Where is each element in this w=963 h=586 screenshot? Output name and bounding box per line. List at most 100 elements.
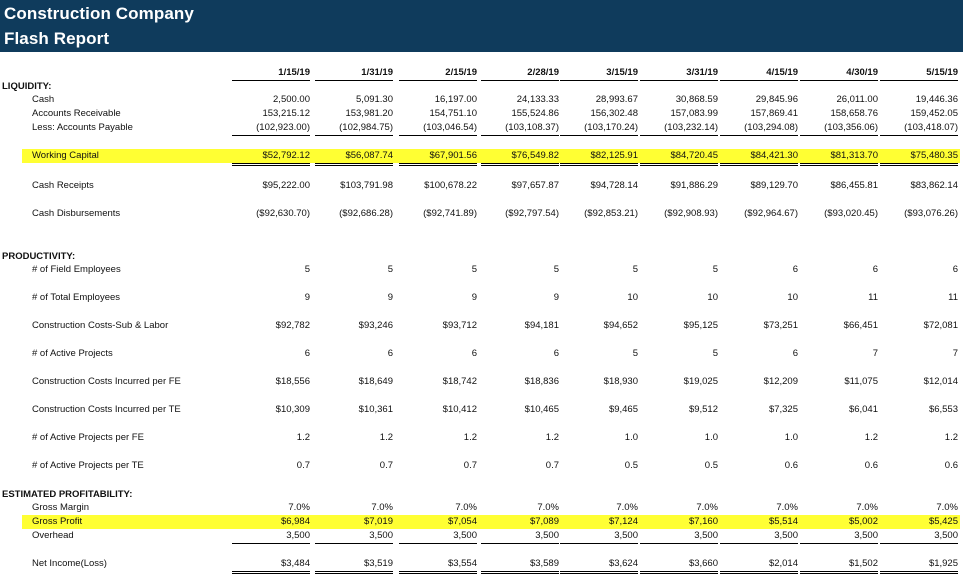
value-cell: 0.7: [379, 460, 393, 471]
value-cell: (103,294.08): [720, 121, 798, 136]
value-cell: $76,549.82: [481, 149, 559, 166]
table-row-wc: Working Capital $52,792.12 $56,087.74 $67,9…: [0, 149, 963, 166]
report-header: Construction Company Flash Report: [0, 0, 963, 52]
row-label: Cash Receipts: [32, 180, 94, 191]
value-cell: 3,500: [800, 529, 878, 544]
value-cell: 7.0%: [696, 502, 718, 513]
row-label: Construction Costs Incurred per FE: [32, 376, 181, 387]
date-header-cell: 2/15/19: [399, 66, 477, 81]
value-cell: 1.2: [379, 432, 393, 443]
value-cell: 6: [952, 264, 958, 275]
table-row-receipts: Cash Receipts $95,222.00 $103,791.98 $100,6…: [0, 179, 963, 193]
value-cell: 154,751.10: [429, 108, 477, 119]
section-heading-liquidity: LIQUIDITY:: [2, 81, 52, 92]
value-cell: 0.6: [864, 460, 878, 471]
value-cell: 9: [387, 292, 393, 303]
value-cell: 5: [387, 264, 393, 275]
value-cell: 5: [632, 348, 638, 359]
value-cell: 1.2: [296, 432, 310, 443]
value-cell: $100,678.22: [424, 180, 477, 191]
date-header-cell: 5/15/19: [880, 66, 958, 81]
value-cell: $3,519: [315, 557, 393, 574]
value-cell: 30,868.59: [675, 94, 718, 105]
value-cell: $7,019: [363, 516, 393, 527]
value-cell: (103,108.37): [481, 121, 559, 136]
value-cell: 1.0: [784, 432, 798, 443]
report-title-line1: Construction Company: [4, 4, 194, 23]
value-cell: 28,993.67: [595, 94, 638, 105]
value-cell: 5: [304, 264, 310, 275]
value-cell: $67,901.56: [399, 149, 477, 166]
value-cell: 0.5: [624, 460, 638, 471]
value-cell: $3,554: [399, 557, 477, 574]
value-cell: 9: [553, 292, 559, 303]
row-label: # of Active Projects per FE: [32, 432, 144, 443]
value-cell: 11: [948, 292, 958, 303]
value-cell: (103,170.24): [560, 121, 638, 136]
value-cell: $73,251: [763, 320, 798, 331]
value-cell: 6: [387, 348, 393, 359]
table-row-ar: Accounts Receivable 153,215.12 153,981.20 1…: [0, 107, 963, 121]
row-label: Cash Disbursements: [32, 208, 121, 219]
value-cell: ($92,853.21): [584, 208, 638, 219]
value-cell: $52,792.12: [232, 149, 310, 166]
value-cell: 3,500: [315, 529, 393, 544]
value-cell: 153,981.20: [345, 108, 393, 119]
value-cell: ($92,797.54): [505, 208, 559, 219]
section-heading-profitability: ESTIMATED PROFITABILITY:: [2, 489, 133, 500]
value-cell: $83,862.14: [910, 180, 958, 191]
value-cell: $5,514: [768, 516, 798, 527]
value-cell: $95,125: [683, 320, 718, 331]
value-cell: $5,425: [928, 516, 958, 527]
table-row-disb: Cash Disbursements ($92,630.70) ($92,686.2…: [0, 207, 963, 221]
table-row-net: Net Income(Loss) $3,484 $3,519 $3,554 $3,589…: [0, 557, 963, 574]
row-label: Less: Accounts Payable: [32, 122, 133, 133]
table-row-overhead: Overhead 3,500 3,500 3,500 3,500 3,500 3,500 3,…: [0, 529, 963, 544]
value-cell: $82,125.91: [560, 149, 638, 166]
table-row-te: # of Total Employees 9 9 9 9 10 10 10 11 11: [0, 291, 963, 305]
value-cell: 9: [471, 292, 477, 303]
highlight-band: [22, 149, 960, 163]
value-cell: (102,923.00): [232, 121, 310, 136]
value-cell: 5: [553, 264, 559, 275]
value-cell: $18,556: [275, 376, 310, 387]
value-cell: 7.0%: [371, 502, 393, 513]
value-cell: $75,480.35: [880, 149, 958, 166]
value-cell: $93,712: [442, 320, 477, 331]
date-header-cell: 3/31/19: [640, 66, 718, 81]
value-cell: 1.0: [704, 432, 718, 443]
table-row-proj_te: # of Active Projects per TE 0.7 0.7 0.7 0.7 0…: [0, 459, 963, 473]
date-header-cell: 4/15/19: [720, 66, 798, 81]
value-cell: 5: [632, 264, 638, 275]
date-header-row: 1/15/19 1/31/19 2/15/19 2/28/19 3/15/19 3/31/…: [0, 66, 963, 81]
report-title-line2: Flash Report: [4, 29, 110, 48]
value-cell: 7.0%: [455, 502, 477, 513]
value-cell: $7,160: [688, 516, 718, 527]
value-cell: $11,075: [844, 376, 878, 387]
value-cell: $3,624: [560, 557, 638, 574]
value-cell: $3,484: [232, 557, 310, 574]
row-label: Construction Costs Incurred per TE: [32, 404, 181, 415]
value-cell: ($92,686.28): [339, 208, 393, 219]
value-cell: $7,089: [529, 516, 559, 527]
value-cell: $97,657.87: [511, 180, 559, 191]
value-cell: (103,418.07): [880, 121, 958, 136]
value-cell: 24,133.33: [516, 94, 559, 105]
value-cell: $18,742: [442, 376, 477, 387]
value-cell: 6: [872, 264, 878, 275]
value-cell: $7,325: [768, 404, 798, 415]
value-cell: 1.2: [944, 432, 958, 443]
value-cell: ($92,964.67): [744, 208, 798, 219]
value-cell: 5: [471, 264, 477, 275]
value-cell: 3,500: [560, 529, 638, 544]
value-cell: 7: [872, 348, 878, 359]
value-cell: $1,502: [800, 557, 878, 574]
value-cell: $93,246: [358, 320, 393, 331]
row-label: Gross Profit: [32, 516, 83, 527]
value-cell: 1.2: [864, 432, 878, 443]
table-row-ap: Less: Accounts Payable (102,923.00) (102,9…: [0, 121, 963, 136]
table-row-fe: # of Field Employees 5 5 5 5 5 5 6 6 6: [0, 263, 963, 277]
value-cell: $3,589: [481, 557, 559, 574]
value-cell: $95,222.00: [262, 180, 310, 191]
value-cell: 0.7: [296, 460, 310, 471]
